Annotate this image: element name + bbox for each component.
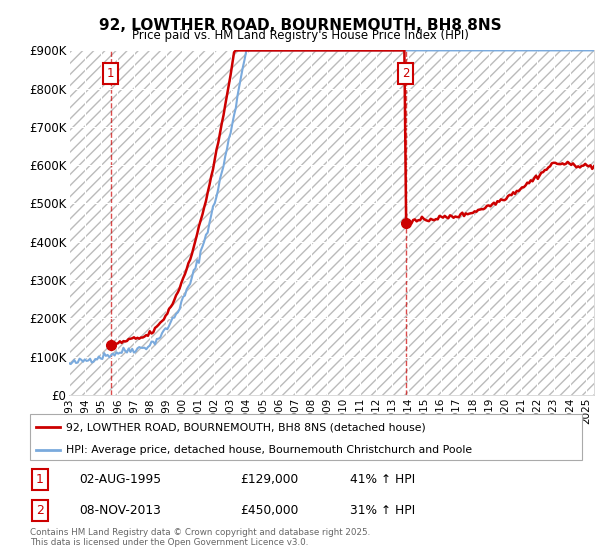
- Text: 92, LOWTHER ROAD, BOURNEMOUTH, BH8 8NS (detached house): 92, LOWTHER ROAD, BOURNEMOUTH, BH8 8NS (…: [66, 422, 425, 432]
- Text: 92, LOWTHER ROAD, BOURNEMOUTH, BH8 8NS: 92, LOWTHER ROAD, BOURNEMOUTH, BH8 8NS: [98, 18, 502, 33]
- Text: 02-AUG-1995: 02-AUG-1995: [80, 473, 162, 486]
- Bar: [69, 50, 594, 395]
- FancyBboxPatch shape: [30, 414, 582, 460]
- Text: 2: 2: [36, 504, 44, 517]
- Text: 41% ↑ HPI: 41% ↑ HPI: [350, 473, 415, 486]
- Text: Contains HM Land Registry data © Crown copyright and database right 2025.
This d: Contains HM Land Registry data © Crown c…: [30, 528, 370, 547]
- Text: 1: 1: [36, 473, 44, 486]
- Text: 31% ↑ HPI: 31% ↑ HPI: [350, 504, 415, 517]
- Text: 2: 2: [402, 67, 410, 80]
- Text: HPI: Average price, detached house, Bournemouth Christchurch and Poole: HPI: Average price, detached house, Bour…: [66, 445, 472, 455]
- Text: 1: 1: [107, 67, 115, 80]
- Text: £129,000: £129,000: [240, 473, 298, 486]
- Text: Price paid vs. HM Land Registry's House Price Index (HPI): Price paid vs. HM Land Registry's House …: [131, 29, 469, 42]
- Text: 08-NOV-2013: 08-NOV-2013: [80, 504, 161, 517]
- Text: £450,000: £450,000: [240, 504, 298, 517]
